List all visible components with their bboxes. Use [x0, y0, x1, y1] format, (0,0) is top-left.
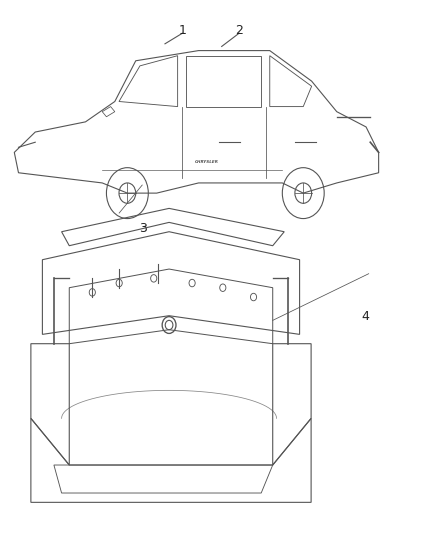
Text: 4: 4 [361, 310, 369, 324]
Text: CHRYSLER: CHRYSLER [194, 159, 218, 164]
Text: 2: 2 [235, 24, 243, 37]
Text: 1: 1 [178, 24, 186, 37]
Text: 3: 3 [139, 222, 147, 235]
